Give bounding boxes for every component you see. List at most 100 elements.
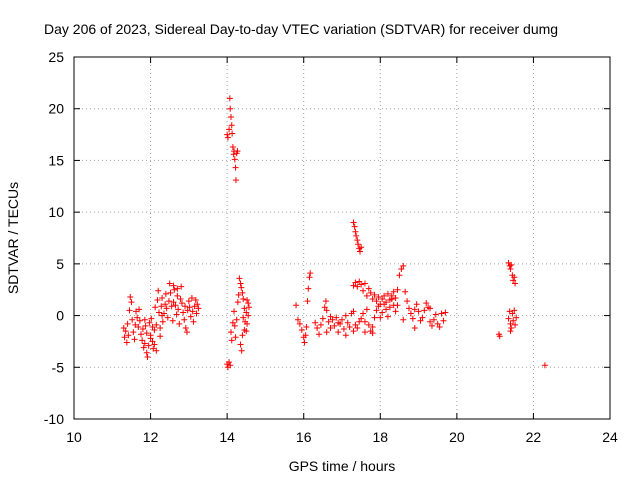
data-point — [511, 307, 518, 314]
data-point — [351, 223, 358, 230]
data-point — [356, 248, 363, 255]
data-point — [167, 289, 174, 296]
data-point — [506, 262, 513, 269]
data-points — [120, 95, 548, 371]
data-point — [193, 310, 200, 317]
y-axis-label: SDTVAR / TECUs — [5, 182, 21, 294]
y-tick-label: 5 — [56, 256, 64, 272]
data-point — [301, 339, 308, 346]
data-point — [144, 353, 151, 360]
data-point — [316, 331, 323, 338]
data-point — [434, 320, 441, 327]
data-point — [317, 321, 324, 328]
data-point — [430, 316, 437, 323]
data-point — [123, 339, 130, 346]
data-point — [440, 317, 447, 324]
data-point — [358, 244, 365, 251]
data-point — [312, 319, 319, 326]
data-point — [229, 319, 236, 326]
data-point — [159, 312, 166, 319]
data-point — [245, 300, 252, 307]
data-point — [243, 309, 250, 316]
data-point — [235, 291, 242, 298]
data-point — [155, 309, 162, 316]
data-point — [157, 333, 164, 340]
data-point — [142, 322, 149, 329]
y-tick-label: 20 — [48, 101, 64, 117]
data-point — [162, 290, 169, 297]
data-point — [132, 321, 139, 328]
data-point — [131, 336, 138, 343]
data-point — [423, 300, 430, 307]
data-point — [189, 308, 196, 315]
data-point — [350, 282, 357, 289]
data-point — [239, 289, 246, 296]
x-tick-label: 14 — [219, 429, 235, 445]
data-point — [174, 292, 181, 299]
data-point — [153, 347, 160, 354]
data-point — [358, 281, 365, 288]
data-point — [373, 298, 380, 305]
data-point — [361, 329, 368, 336]
data-point — [227, 113, 234, 120]
y-tick-label: 10 — [48, 204, 64, 220]
data-point — [237, 341, 244, 348]
data-point — [159, 294, 166, 301]
data-point — [229, 130, 236, 137]
data-point — [136, 306, 143, 313]
data-point — [192, 297, 199, 304]
x-tick-label: 20 — [449, 429, 465, 445]
data-point — [170, 282, 177, 289]
data-point — [350, 328, 357, 335]
data-point — [365, 321, 372, 328]
data-point — [356, 278, 363, 285]
data-point — [237, 280, 244, 287]
data-point — [124, 320, 131, 327]
data-point — [122, 328, 129, 335]
x-tick-label: 10 — [66, 429, 82, 445]
data-point — [421, 307, 428, 314]
data-point — [331, 322, 338, 329]
data-point — [375, 293, 382, 300]
data-point — [371, 314, 378, 321]
data-point — [394, 302, 401, 309]
data-point — [383, 306, 390, 313]
data-point — [226, 126, 233, 133]
data-point — [383, 299, 390, 306]
data-point — [126, 307, 133, 314]
data-point — [240, 296, 247, 303]
data-point — [510, 277, 517, 284]
data-point — [141, 316, 148, 323]
data-point — [386, 297, 393, 304]
data-point — [363, 306, 370, 313]
data-point — [384, 290, 391, 297]
data-point — [182, 324, 189, 331]
data-point — [244, 320, 251, 327]
data-point — [344, 319, 351, 326]
data-point — [323, 307, 330, 314]
data-point — [231, 156, 238, 163]
data-point — [227, 362, 234, 369]
data-point — [240, 314, 247, 321]
data-point — [510, 317, 517, 324]
data-point — [146, 319, 153, 326]
data-point — [149, 323, 156, 330]
data-point — [371, 291, 378, 298]
x-tick-label: 12 — [143, 429, 159, 445]
data-point — [354, 237, 361, 244]
data-point — [507, 320, 514, 327]
data-point — [186, 304, 193, 311]
data-point — [140, 344, 147, 351]
data-point — [377, 314, 384, 321]
data-point — [411, 324, 418, 331]
data-point — [400, 316, 407, 323]
data-point — [340, 326, 347, 333]
data-point — [148, 315, 155, 322]
data-point — [293, 302, 300, 309]
data-point — [335, 329, 342, 336]
data-point — [159, 318, 166, 325]
data-point — [238, 347, 245, 354]
data-point — [154, 297, 161, 304]
data-point — [125, 332, 132, 339]
